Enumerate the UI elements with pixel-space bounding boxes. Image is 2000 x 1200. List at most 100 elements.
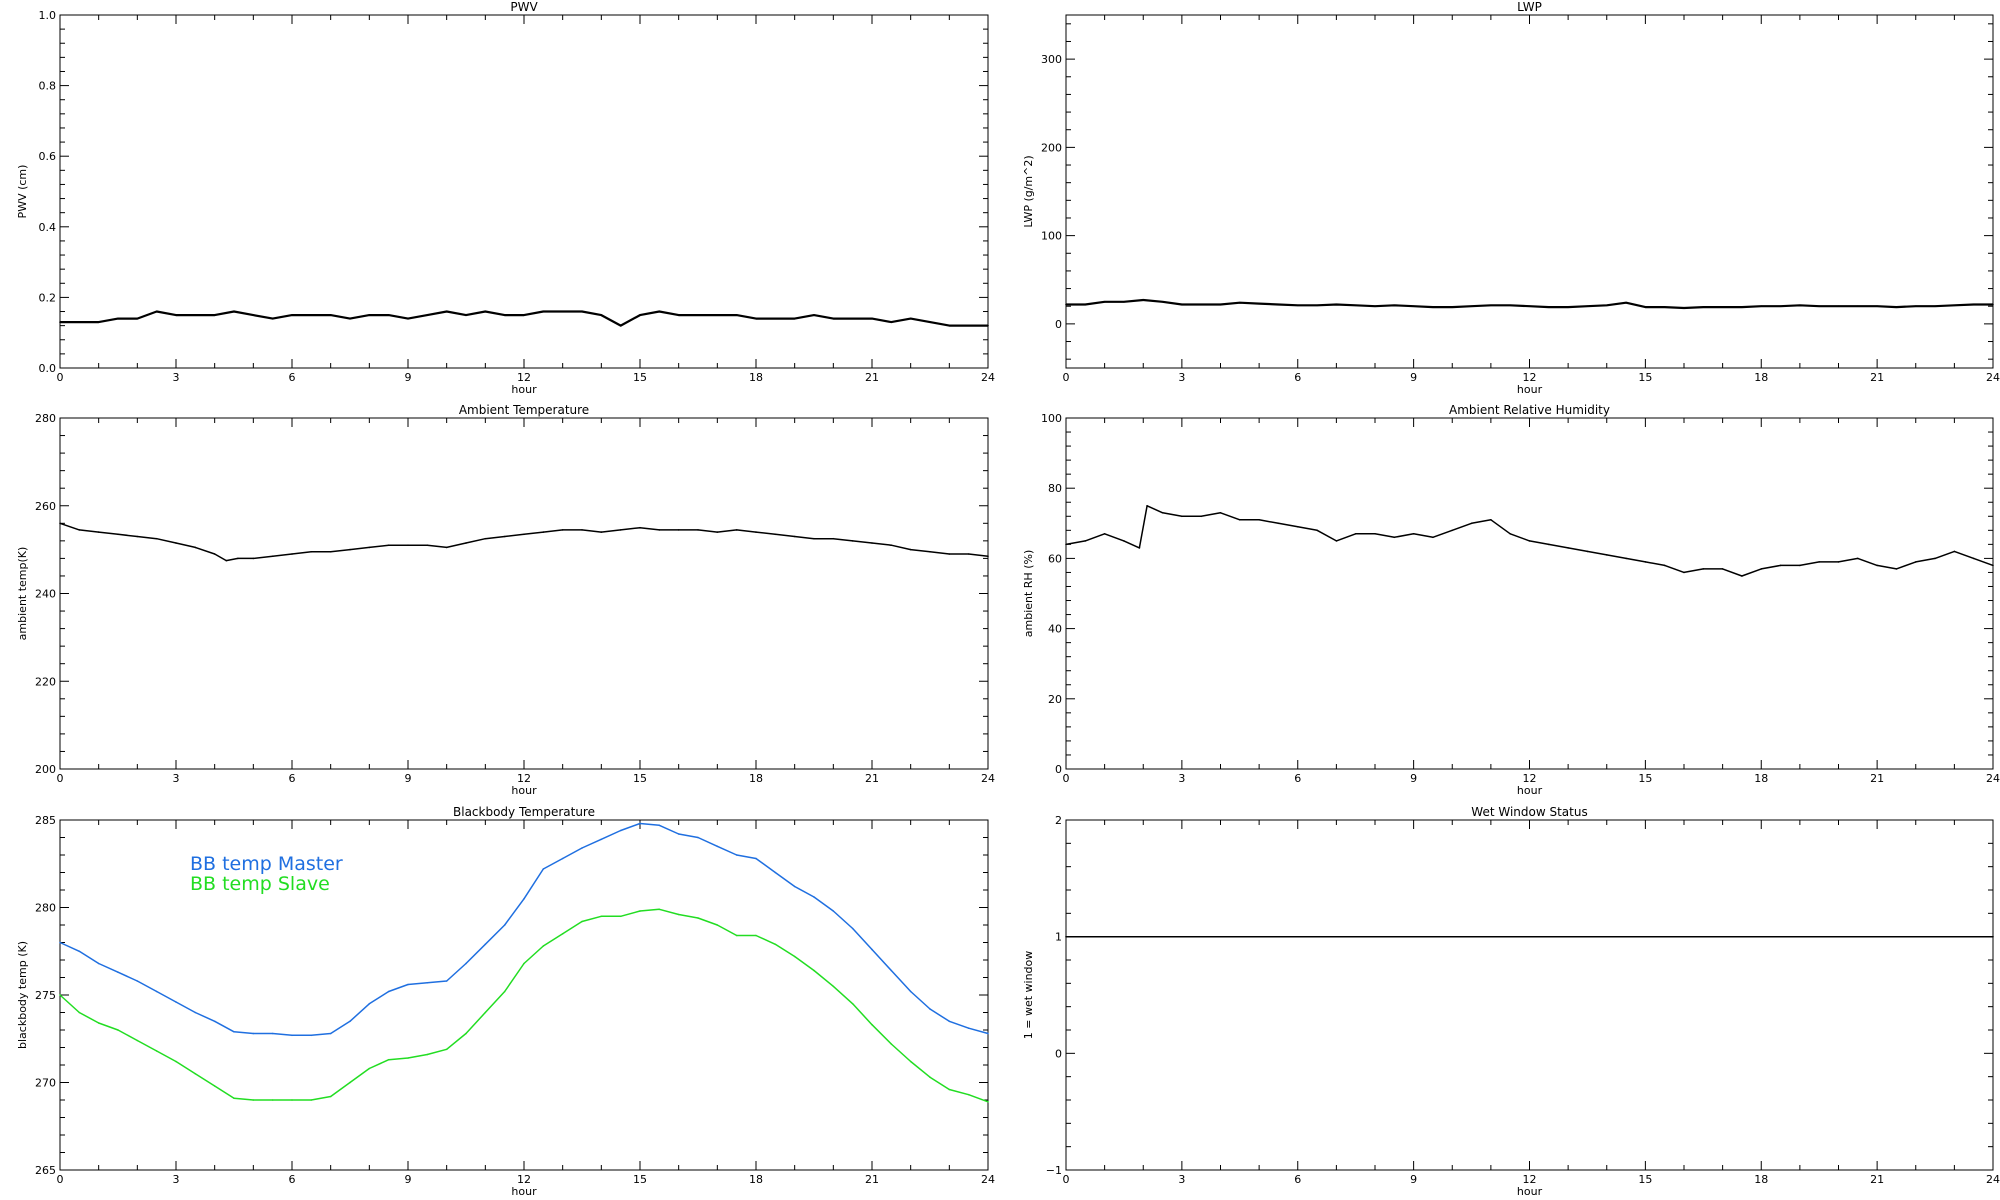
data-point <box>716 531 719 533</box>
y-tick-label: 40 <box>1048 623 1062 636</box>
data-point <box>581 847 583 849</box>
x-tick-label: 6 <box>1294 371 1301 384</box>
plot-frame <box>59 417 989 770</box>
y-tick-label: 20 <box>1048 693 1062 706</box>
data-point <box>503 990 506 993</box>
y-tick-label: 0.2 <box>39 291 57 304</box>
data-point <box>755 934 757 937</box>
x-tick-label: 21 <box>1870 772 1884 785</box>
data-point <box>155 1050 158 1052</box>
y-tick-label: 0.8 <box>39 80 57 93</box>
data-point <box>1374 305 1376 308</box>
data-point <box>851 540 854 542</box>
data-point <box>329 1095 332 1098</box>
data-point <box>600 531 603 533</box>
data-point <box>1142 299 1145 301</box>
data-point <box>1818 305 1820 308</box>
data-point <box>1084 303 1087 306</box>
data-point <box>1721 568 1724 570</box>
legend-entry: BB temp Master <box>190 853 343 875</box>
data-point <box>793 317 796 320</box>
plot-frame <box>1065 417 1994 770</box>
data-point <box>1277 522 1280 525</box>
data-point <box>213 1020 216 1023</box>
data-point <box>445 1048 448 1051</box>
data-point <box>1258 519 1260 521</box>
data-point <box>658 908 661 911</box>
data-point <box>677 314 680 316</box>
x-tick-label: 18 <box>749 1173 763 1186</box>
data-point <box>78 529 81 531</box>
data-point <box>233 1097 235 1099</box>
data-point <box>136 317 139 320</box>
data-point <box>1567 306 1569 308</box>
data-point <box>967 1027 970 1029</box>
data-point <box>407 983 409 986</box>
data-point <box>755 857 757 860</box>
y-tick-label: 240 <box>35 588 56 601</box>
x-axis-label: hour <box>1517 383 1543 396</box>
x-axis-label: hour <box>511 784 537 797</box>
data-point <box>97 531 100 533</box>
x-tick-label: 15 <box>1638 371 1652 384</box>
y-axis-label: ambient temp(K) <box>16 547 29 641</box>
data-point <box>465 1032 467 1035</box>
y-tick-label: 60 <box>1048 552 1062 565</box>
x-tick-label: 0 <box>1063 1173 1070 1186</box>
x-tick-label: 9 <box>1410 371 1417 384</box>
data-point <box>929 321 931 323</box>
data-point <box>658 824 661 827</box>
data-point <box>484 943 487 946</box>
data-point <box>59 994 61 996</box>
data-point <box>1895 306 1898 308</box>
x-tick-label: 12 <box>1523 772 1537 785</box>
x-tick-label: 6 <box>1294 772 1301 785</box>
data-point <box>1470 522 1473 525</box>
data-point <box>117 1029 119 1031</box>
data-point <box>407 1057 409 1059</box>
data-point <box>194 546 197 549</box>
x-tick-label: 24 <box>981 772 995 785</box>
data-point <box>1741 306 1743 308</box>
data-point <box>1818 561 1820 563</box>
data-point <box>484 1011 487 1014</box>
data-point <box>175 314 177 316</box>
data-point <box>465 962 467 965</box>
y-tick-label: 0 <box>1055 318 1062 331</box>
data-point <box>1644 561 1647 563</box>
x-axis-label: hour <box>1517 1185 1543 1198</box>
data-point <box>1934 305 1936 308</box>
data-point <box>1663 306 1666 308</box>
data-point <box>1161 512 1164 514</box>
y-tick-label: 280 <box>35 902 56 915</box>
x-tick-label: 3 <box>1178 1173 1185 1186</box>
data-point <box>716 314 719 316</box>
data-point <box>542 531 545 533</box>
x-tick-label: 15 <box>633 772 647 785</box>
data-point <box>484 537 487 540</box>
data-point <box>1490 519 1492 521</box>
data-point <box>291 1034 293 1037</box>
data-point <box>59 321 61 323</box>
data-point <box>1065 543 1067 546</box>
data-point <box>387 990 390 993</box>
data-point <box>1876 305 1878 308</box>
data-point <box>155 537 158 540</box>
data-point <box>793 535 796 538</box>
data-point <box>793 955 796 958</box>
data-point <box>1181 515 1183 518</box>
chart-title: PWV <box>510 0 538 14</box>
data-point <box>561 529 564 531</box>
data-point <box>1915 305 1917 308</box>
x-tick-label: 9 <box>1410 1173 1417 1186</box>
data-point <box>387 544 390 546</box>
y-tick-label: 265 <box>35 1164 56 1177</box>
data-point <box>890 969 893 972</box>
data-point <box>213 553 216 555</box>
series-line-1 <box>1065 505 1994 577</box>
x-tick-label: 21 <box>865 772 879 785</box>
x-tick-label: 18 <box>1754 371 1768 384</box>
data-point <box>542 310 545 313</box>
chart-panel-1: PWV 0 3 6 9 12 15 18 21 24 0.0 0.2 0.4 0.6 0.8 1.0 hour P… <box>16 0 995 396</box>
data-point <box>349 1081 351 1084</box>
